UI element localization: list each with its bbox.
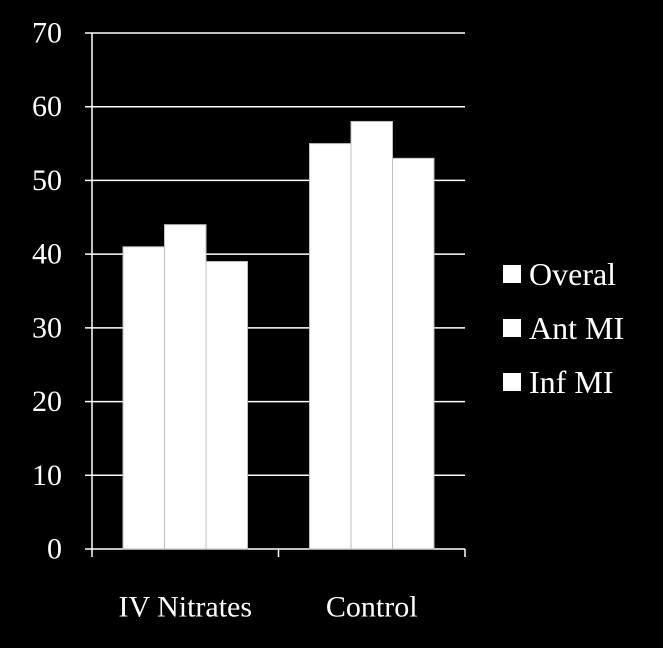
y-tick-label: 50 bbox=[32, 164, 62, 197]
bar bbox=[309, 143, 352, 550]
y-tick-label: 60 bbox=[32, 90, 62, 123]
bars bbox=[122, 120, 435, 550]
y-tick-label: 30 bbox=[32, 311, 62, 344]
legend-swatch bbox=[503, 373, 521, 391]
bar bbox=[164, 224, 207, 550]
bar bbox=[350, 120, 393, 550]
bar bbox=[122, 246, 165, 550]
legend-swatch bbox=[503, 265, 521, 283]
y-tick-label: 20 bbox=[32, 385, 62, 418]
y-tick-label: 0 bbox=[47, 533, 62, 566]
tick-labels: 0 10 20 30 40 50 60 70 IV Nitrates Control bbox=[32, 17, 418, 624]
y-tick-label: 70 bbox=[32, 17, 62, 50]
y-tick-label: 40 bbox=[32, 238, 62, 271]
legend-label: Inf MI bbox=[529, 364, 613, 400]
y-tick-label: 10 bbox=[32, 459, 62, 492]
bar bbox=[392, 157, 435, 550]
legend-label: Ant MI bbox=[529, 310, 624, 346]
legend-swatch bbox=[503, 319, 521, 337]
legend-label: Overal bbox=[529, 256, 616, 292]
x-tick-label: Control bbox=[326, 591, 418, 624]
x-tick-label: IV Nitrates bbox=[118, 591, 252, 624]
bar bbox=[205, 261, 248, 550]
legend: Overal Ant MI Inf MI bbox=[503, 256, 624, 400]
